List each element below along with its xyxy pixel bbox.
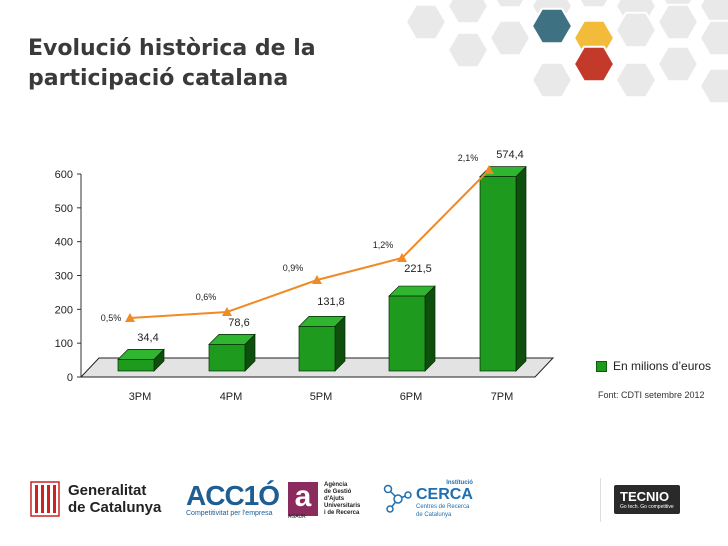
percentage-marker xyxy=(125,313,135,322)
percentage-label: 0,5% xyxy=(101,313,122,323)
percentage-label: 0,6% xyxy=(196,292,217,302)
generalitat-line1: Generalitat xyxy=(68,482,147,499)
x-tick-label: 7PM xyxy=(491,391,514,403)
page-title: Evolució històrica de la participació ca… xyxy=(28,36,316,91)
bar-value-label: 131,8 xyxy=(317,296,345,308)
chart-axes: 0 100 200 300 400 500 600 xyxy=(55,169,82,384)
hexagon-shape xyxy=(614,61,658,99)
data-labels: 3PM 4PM 5PM 6PM 7PM 34,4 78,6 131,8 221,5 574,4 0,… xyxy=(101,149,524,403)
legend: En milions d’euros xyxy=(596,359,711,373)
cerca-logo: Institució CERCA Centres de Recerca de C… xyxy=(382,474,473,524)
hexagon-shape xyxy=(698,67,728,105)
hexagon-shape xyxy=(530,61,574,99)
acc1o-tagline: Competitivitat per l'empresa xyxy=(186,509,273,517)
agaur-line: de Gestió xyxy=(324,488,352,495)
hexagon-shape xyxy=(578,0,610,9)
hexagon-shape xyxy=(572,45,616,83)
generalitat-logo: Generalitat de Catalunya xyxy=(30,474,161,524)
hexagon-shape xyxy=(404,3,448,41)
agaur-line: d'Ajuts xyxy=(324,495,345,502)
bar xyxy=(298,326,336,372)
y-tick-label: 600 xyxy=(55,169,73,181)
bar-value-label: 574,4 xyxy=(496,149,524,161)
hexagon-shape xyxy=(698,0,728,25)
hexagon-shape xyxy=(494,0,526,9)
agaur-line: Universitaris xyxy=(324,502,361,509)
y-tick-label: 500 xyxy=(55,203,73,215)
percentage-marker xyxy=(312,275,322,284)
bar-value-label: 221,5 xyxy=(404,263,432,275)
hexagon-shape xyxy=(488,19,532,57)
y-tick-label: 400 xyxy=(55,237,73,249)
bar xyxy=(117,359,155,372)
hexagon-shape xyxy=(656,3,700,41)
x-tick-label: 5PM xyxy=(310,391,333,403)
agaur-line: i de Recerca xyxy=(324,509,360,516)
bar-side xyxy=(424,285,436,372)
y-tick-label: 0 xyxy=(67,372,73,384)
bars xyxy=(117,165,527,372)
agaur-line: Agència xyxy=(324,481,348,488)
agaur-letter: a xyxy=(288,482,318,516)
tecnio-name: TECNIO xyxy=(620,488,670,504)
decorative-hexagons xyxy=(404,0,728,105)
bar-value-label: 78,6 xyxy=(228,317,249,329)
hexagon-shape xyxy=(614,11,658,49)
cerca-sub1: Centres de Recerca xyxy=(416,504,470,510)
bar-value-label: 34,4 xyxy=(137,332,158,344)
x-tick-label: 3PM xyxy=(129,391,152,403)
y-tick-label: 200 xyxy=(55,304,73,316)
percentage-label: 1,2% xyxy=(373,240,394,250)
source-note: Font: CDTI setembre 2012 xyxy=(598,390,705,400)
x-tick-label: 6PM xyxy=(400,391,423,403)
generalitat-emblem-icon xyxy=(30,481,60,517)
cerca-sub2: de Catalunya xyxy=(416,512,452,518)
generalitat-line2: de Catalunya xyxy=(68,499,162,516)
cerca-top: Institució xyxy=(446,480,473,486)
percentage-marker xyxy=(397,253,407,262)
bar xyxy=(479,176,517,372)
bar xyxy=(388,295,426,372)
tecnio-logo: TECNIO Go tech. Go competitive xyxy=(614,474,680,524)
hexagon-shape xyxy=(656,45,700,83)
legend-label: En milions d’euros xyxy=(613,359,712,373)
y-tick-label: 300 xyxy=(55,271,73,283)
hexagon-shape xyxy=(530,7,574,45)
percentage-label: 0,9% xyxy=(283,263,304,273)
bar-side xyxy=(515,165,527,372)
percentage-marker xyxy=(222,307,232,316)
bar xyxy=(208,344,246,372)
percentage-label: 2,1% xyxy=(458,153,479,163)
agaur-small: AGAUR xyxy=(288,514,306,520)
acc1o-logo: ACC1Ó Competitivitat per l'empresa xyxy=(186,474,280,524)
tecnio-tagline: Go tech. Go competitive xyxy=(620,503,674,510)
x-tick-label: 4PM xyxy=(220,391,243,403)
hexagon-shape xyxy=(698,19,728,57)
cerca-network-icon xyxy=(383,484,412,513)
hexagon-shape xyxy=(446,31,490,69)
agaur-logo: a Agència de Gestió d'Ajuts Universitari… xyxy=(288,474,360,524)
percentage-line xyxy=(125,165,494,322)
legend-swatch xyxy=(596,360,607,372)
percentage-marker xyxy=(484,165,494,174)
y-tick-label: 100 xyxy=(55,338,73,350)
cerca-name: CERCA xyxy=(416,486,473,503)
divider xyxy=(600,478,601,522)
hexagon-shape xyxy=(446,0,490,25)
acc1o-name: ACC1Ó xyxy=(186,479,280,511)
